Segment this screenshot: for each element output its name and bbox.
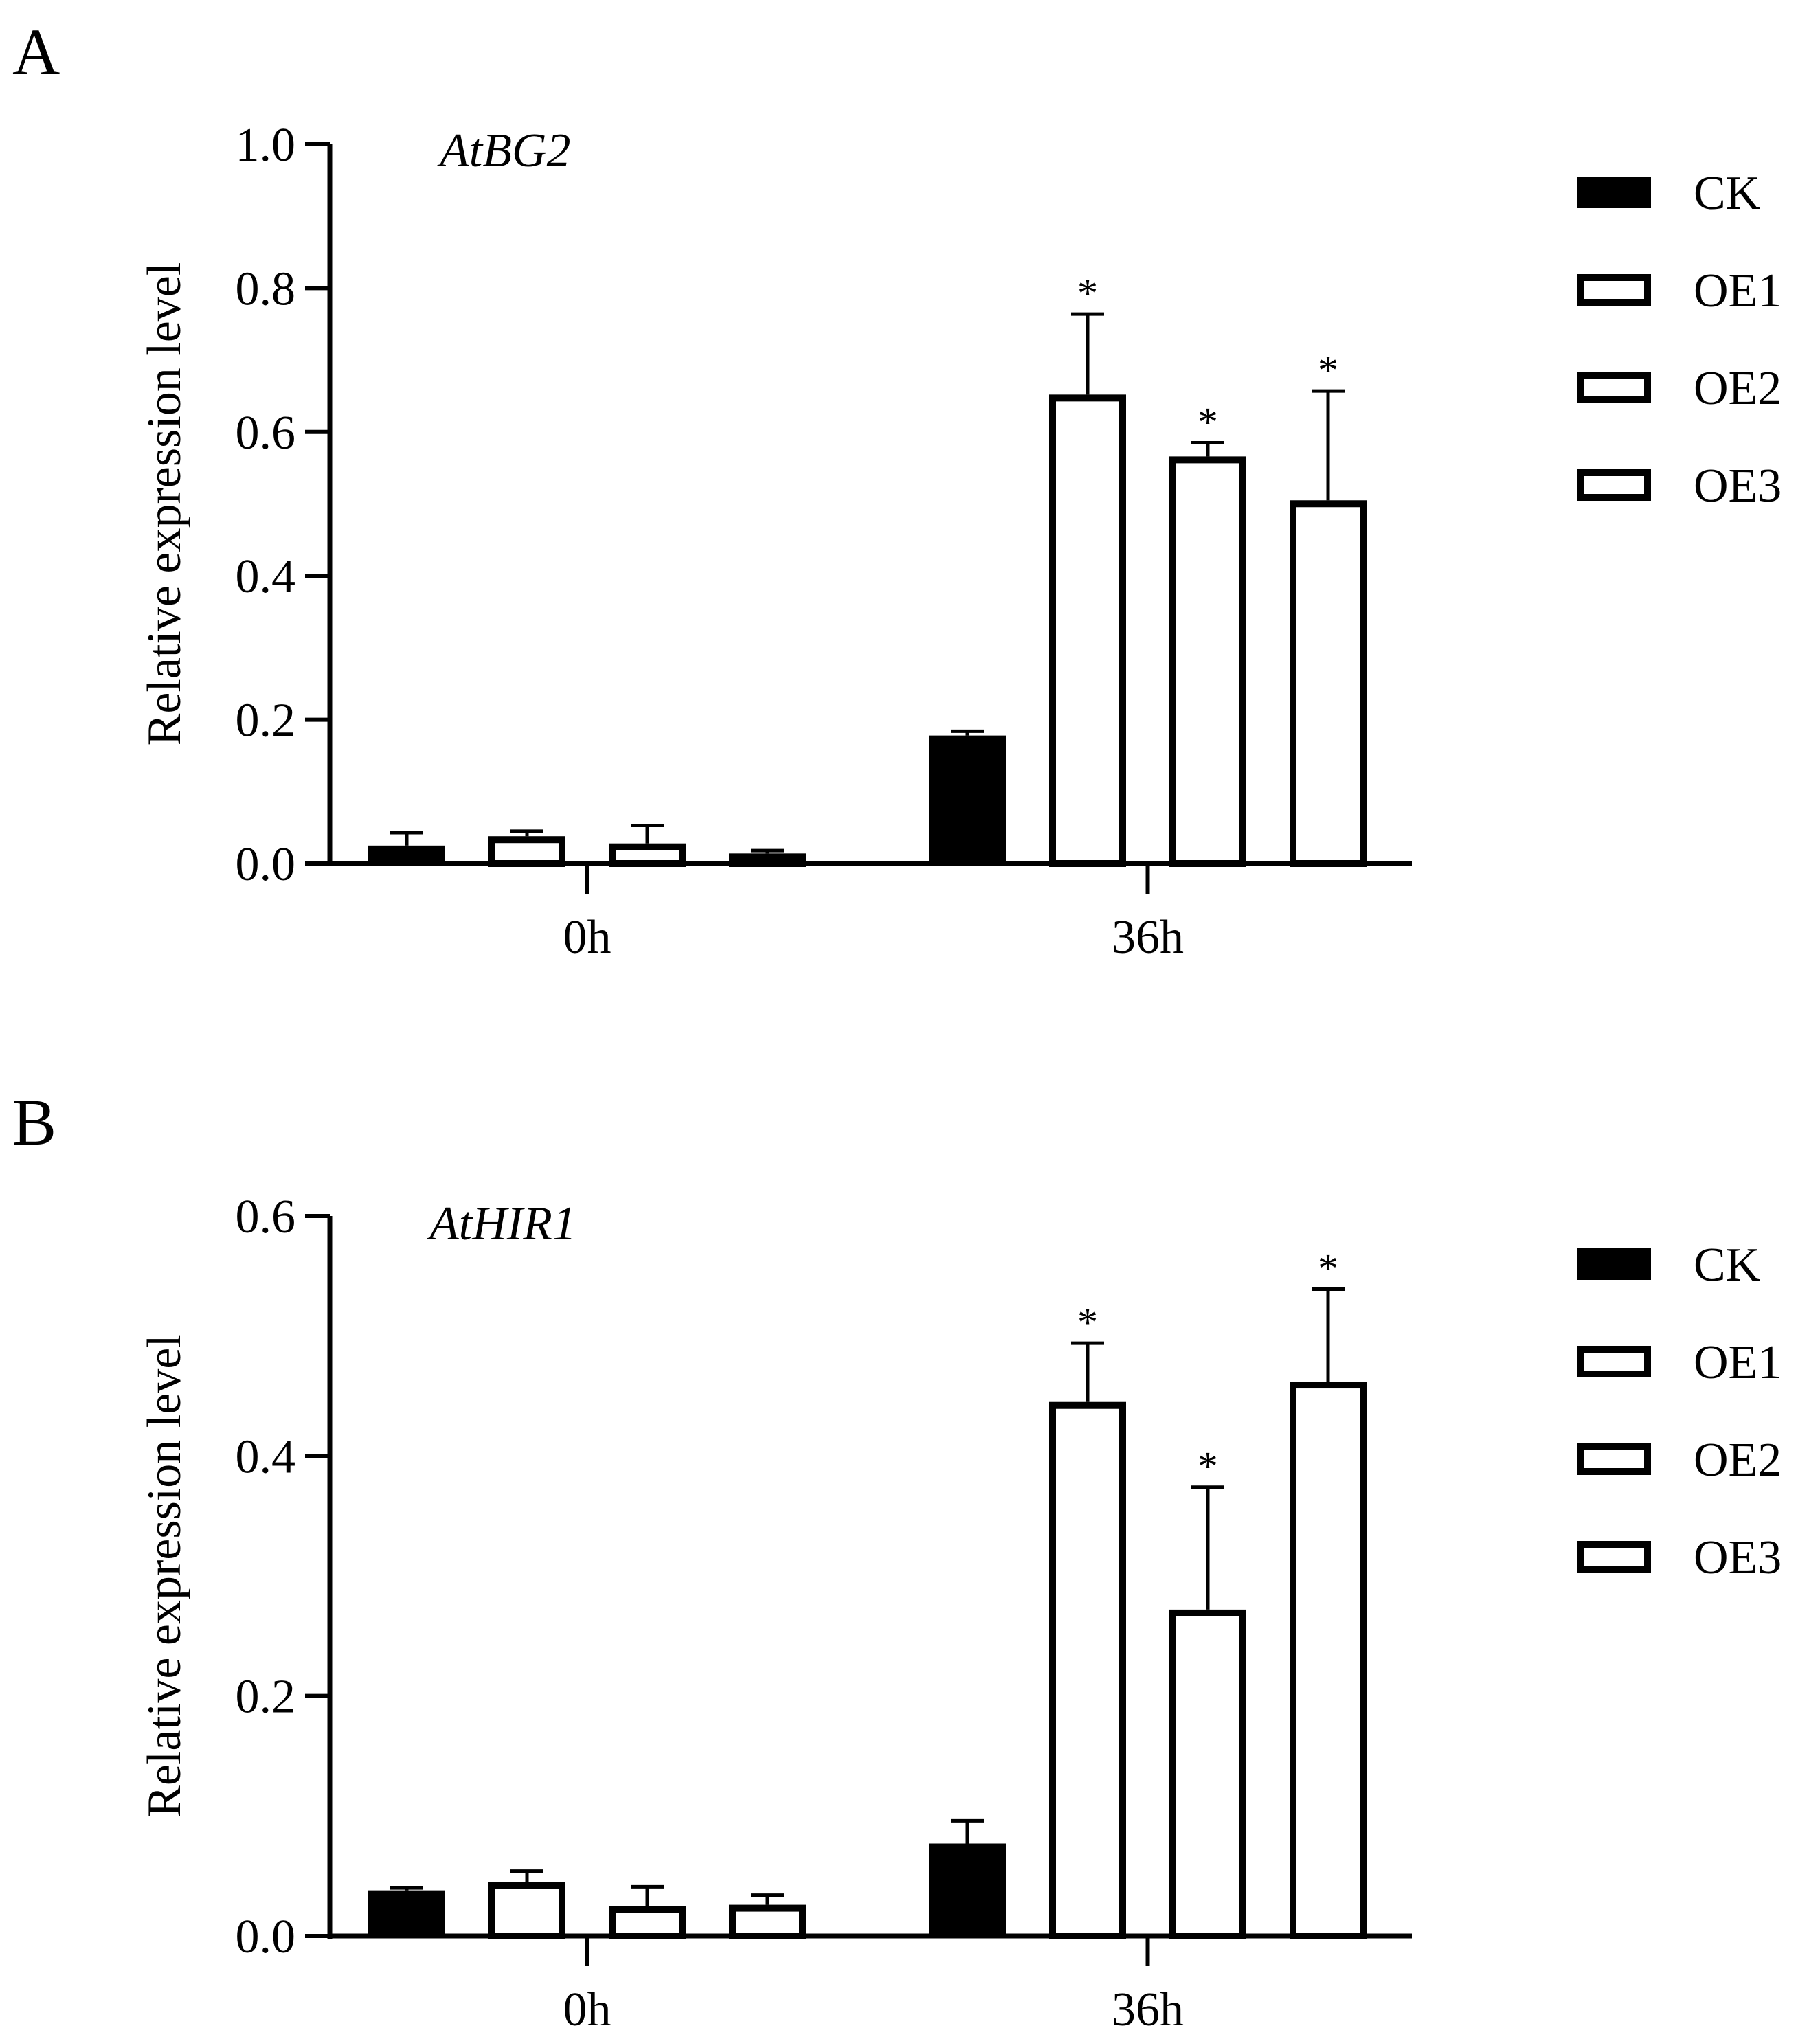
significance-mark: * xyxy=(1077,271,1098,316)
significance-mark: * xyxy=(1077,1300,1098,1345)
bar-oe3-0h xyxy=(729,1904,806,1940)
chart-title: AtBG2 xyxy=(437,124,571,177)
chart-panel-a: A AtBG2 Relative expression level * * * 0.0 0.2… xyxy=(12,15,1782,964)
axes: 0.0 0.2 0.4 0.6 0h 36h xyxy=(236,1191,1412,2036)
legend-label-ck: CK xyxy=(1694,1239,1760,1292)
significance-mark: * xyxy=(1198,400,1218,445)
legend-swatch-oe2 xyxy=(1577,372,1651,403)
y-tick-label: 0.2 xyxy=(236,1671,296,1724)
y-axis-title: Relative expression level xyxy=(138,1334,191,1818)
legend-swatch-oe1 xyxy=(1577,1346,1651,1377)
legend-label-ck: CK xyxy=(1694,167,1760,220)
y-tick-label: 0.4 xyxy=(236,550,296,603)
bar-oe3-36h xyxy=(1290,500,1367,867)
legend-swatch-oe2 xyxy=(1577,1443,1651,1475)
bar-oe1-36h xyxy=(1049,394,1126,867)
y-tick-label: 0.0 xyxy=(236,1911,296,1963)
x-tick-label: 36h xyxy=(1112,911,1184,964)
bar-ck-0h xyxy=(368,1890,445,1936)
legend-swatch-oe3 xyxy=(1577,1541,1651,1573)
bars: * * * xyxy=(368,271,1367,868)
legend-label-oe3: OE3 xyxy=(1694,1531,1782,1584)
x-tick-label: 0h xyxy=(563,911,611,964)
y-tick-label: 1.0 xyxy=(236,119,296,172)
legend-swatch-oe3 xyxy=(1577,469,1651,501)
bar-ck-0h xyxy=(368,845,445,864)
significance-mark: * xyxy=(1198,1444,1218,1489)
chart-title: AtHIR1 xyxy=(427,1197,576,1250)
bar-oe1-0h xyxy=(488,1882,565,1939)
legend-swatch-ck xyxy=(1577,1248,1651,1280)
significance-mark: * xyxy=(1318,1246,1338,1292)
panel-label: B xyxy=(12,1085,56,1159)
axes: 0.0 0.2 0.4 0.6 0.8 1.0 0h 36h xyxy=(236,119,1412,964)
bar-ck-36h xyxy=(929,735,1006,864)
legend-label-oe1: OE1 xyxy=(1694,264,1782,317)
bar-oe2-0h xyxy=(609,843,686,867)
y-tick-label: 0.8 xyxy=(236,262,296,315)
y-tick-label: 0.4 xyxy=(236,1430,296,1483)
bar-oe2-36h xyxy=(1169,456,1246,867)
y-tick-label: 0.2 xyxy=(236,695,296,747)
bar-ck-36h xyxy=(929,1843,1006,1936)
bar-oe3-36h xyxy=(1290,1382,1367,1940)
legend-swatch-oe1 xyxy=(1577,274,1651,306)
legend: CK OE1 OE2 OE3 xyxy=(1577,1239,1782,1584)
y-tick-label: 0.6 xyxy=(236,407,296,460)
bar-oe2-0h xyxy=(609,1906,686,1939)
y-axis-title: Relative expression level xyxy=(138,262,191,746)
panel-label: A xyxy=(12,15,60,89)
bar-oe1-36h xyxy=(1049,1401,1126,1939)
bar-oe2-36h xyxy=(1169,1609,1246,1940)
legend-label-oe2: OE2 xyxy=(1694,1434,1782,1487)
legend-label-oe1: OE1 xyxy=(1694,1336,1782,1389)
significance-mark: * xyxy=(1318,348,1338,393)
legend-label-oe3: OE3 xyxy=(1694,460,1782,512)
bar-oe1-0h xyxy=(488,836,565,867)
y-tick-label: 0.0 xyxy=(236,838,296,891)
legend: CK OE1 OE2 OE3 xyxy=(1577,167,1782,512)
bars: * * * xyxy=(368,1246,1367,1940)
x-tick-label: 0h xyxy=(563,1983,611,2036)
legend-swatch-ck xyxy=(1577,177,1651,208)
x-tick-label: 36h xyxy=(1112,1983,1184,2036)
legend-label-oe2: OE2 xyxy=(1694,362,1782,415)
y-tick-label: 0.6 xyxy=(236,1191,296,1243)
